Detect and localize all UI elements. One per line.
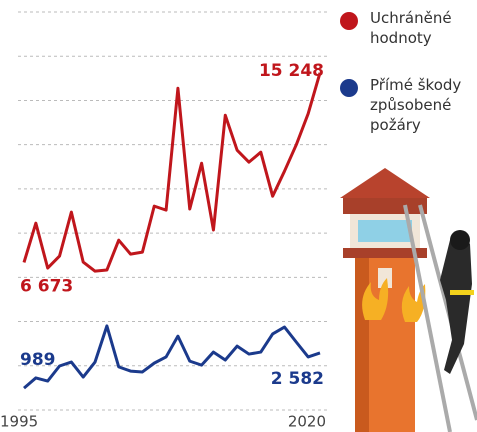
- data-label: 2 582: [271, 369, 324, 389]
- data-label: 989: [20, 350, 56, 370]
- illustration: [340, 168, 477, 432]
- legend-swatch: [340, 79, 358, 97]
- firefighter-helmet: [450, 230, 470, 250]
- tower-cabin-base: [343, 198, 427, 214]
- legend-label: Přímé škody způsobené požáry: [370, 75, 470, 135]
- x-tick-label: 1995: [0, 413, 38, 431]
- data-label: 6 673: [20, 276, 73, 296]
- x-tick-label: 2020: [288, 413, 326, 431]
- firefighter-stripe: [450, 290, 474, 295]
- chart: 1995 2020 6 673 15 248 989 2 582: [0, 0, 477, 432]
- infographic: 1995 2020 6 673 15 248 989 2 582 Uchráněné ho…: [0, 0, 477, 432]
- line: [24, 73, 320, 271]
- tower-window: [358, 220, 412, 242]
- legend-label: Uchráněné hodnoty: [370, 8, 470, 48]
- tower-roof: [340, 168, 430, 198]
- data-label: 15 248: [259, 61, 324, 81]
- legend-swatch: [340, 12, 358, 30]
